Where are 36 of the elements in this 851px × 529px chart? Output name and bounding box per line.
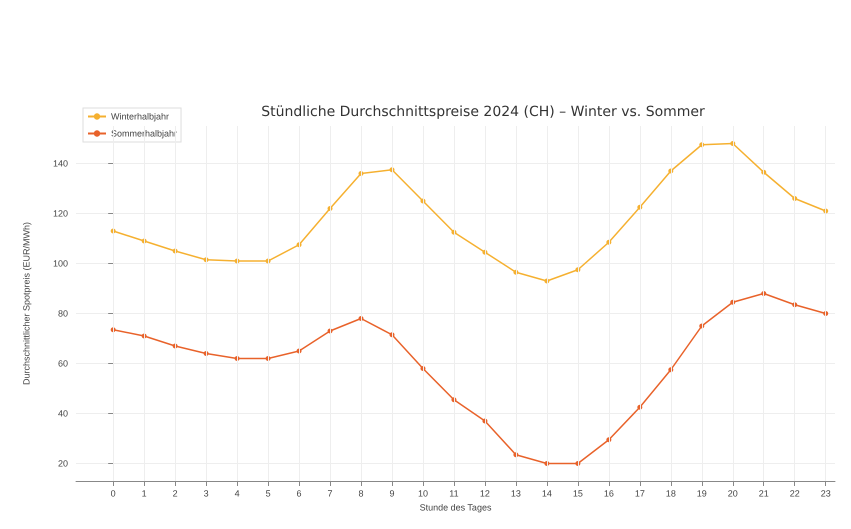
x-tick-label: 18	[666, 488, 676, 498]
legend-label: Sommerhalbjahr	[111, 128, 178, 138]
x-tick-label: 2	[172, 488, 178, 498]
x-tick-label: 9	[389, 488, 394, 498]
x-tick-label: 20	[728, 488, 738, 498]
x-tick-label: 12	[480, 488, 490, 498]
x-tick-label: 22	[790, 488, 800, 498]
x-tick-label: 5	[266, 488, 271, 498]
x-tick-label: 15	[572, 488, 583, 498]
x-tick-label: 4	[234, 488, 240, 498]
y-tick-label: 120	[52, 208, 68, 218]
x-tick-label: 13	[510, 488, 521, 498]
x-tick-label: 14	[542, 488, 552, 498]
x-tick-label: 17	[634, 488, 645, 498]
x-tick-label: 16	[604, 488, 614, 498]
y-tick-label: 60	[58, 358, 68, 368]
x-tick-label: 11	[449, 488, 459, 498]
x-tick-label: 21	[758, 488, 769, 498]
x-tick-label: 7	[328, 488, 333, 498]
x-tick-label: 8	[358, 488, 364, 498]
y-tick-label: 140	[52, 158, 68, 168]
x-tick-label: 1	[142, 488, 147, 498]
x-axis-title: Stunde des Tages	[420, 502, 492, 512]
y-tick-label: 40	[58, 408, 68, 418]
y-axis-title: Durchschnittlicher Spotpreis (EUR/MWh)	[22, 222, 32, 386]
y-tick-label: 20	[58, 458, 68, 468]
x-tick-label: 23	[820, 488, 831, 498]
x-tick-label: 19	[696, 488, 707, 498]
x-tick-label: 10	[418, 488, 428, 498]
chart-title: Stündliche Durchschnittspreise 2024 (CH) – Winter vs. Sommer	[261, 104, 706, 120]
legend-label: Winterhalbjahr	[111, 112, 170, 122]
x-tick-label: 0	[110, 488, 116, 498]
x-tick-label: 3	[204, 488, 209, 498]
y-tick-label: 100	[52, 258, 68, 268]
x-tick-label: 6	[296, 488, 302, 498]
y-tick-label: 80	[58, 308, 68, 318]
